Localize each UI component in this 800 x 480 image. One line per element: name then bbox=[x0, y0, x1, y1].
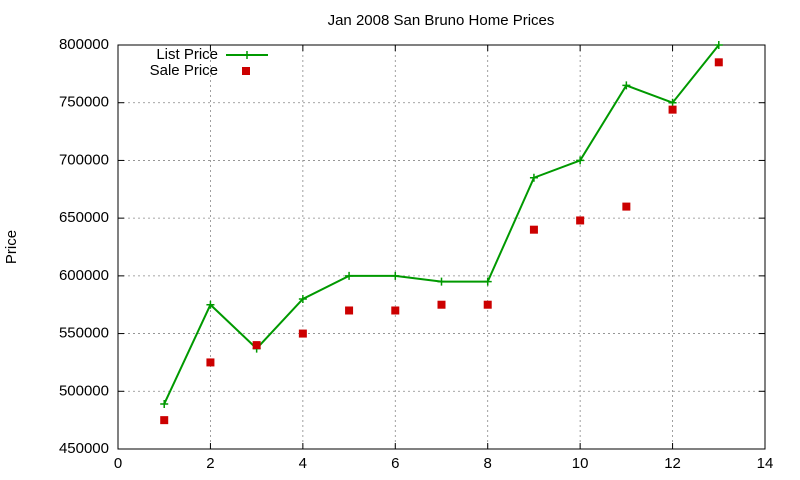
y-tick-label: 600000 bbox=[59, 267, 109, 284]
x-tick-label: 4 bbox=[299, 455, 307, 472]
point bbox=[206, 358, 215, 367]
point bbox=[391, 306, 400, 315]
point bbox=[160, 416, 169, 425]
legend-key bbox=[243, 51, 251, 59]
x-tick-label: 14 bbox=[757, 455, 774, 472]
point bbox=[668, 105, 677, 114]
point bbox=[298, 329, 307, 338]
point bbox=[483, 277, 492, 286]
point bbox=[622, 202, 631, 211]
point bbox=[714, 58, 723, 67]
legend-key bbox=[242, 67, 250, 75]
point bbox=[668, 98, 677, 107]
point bbox=[714, 41, 723, 49]
y-axis-label: Price bbox=[3, 230, 20, 264]
point bbox=[298, 294, 307, 303]
legend-label: List Price bbox=[156, 46, 218, 63]
y-tick-label: 450000 bbox=[59, 440, 109, 457]
x-tick-label: 0 bbox=[114, 455, 122, 472]
y-tick-label: 700000 bbox=[59, 151, 109, 168]
point bbox=[529, 225, 538, 234]
point bbox=[576, 216, 585, 225]
plot-frame bbox=[117, 44, 766, 450]
y-tick-label: 750000 bbox=[59, 94, 109, 111]
legend-label: Sale Price bbox=[150, 62, 218, 79]
x-tick-label: 12 bbox=[664, 455, 681, 472]
chart-title: Jan 2008 San Bruno Home Prices bbox=[328, 12, 555, 29]
y-tick-label: 500000 bbox=[59, 382, 109, 399]
x-tick-label: 6 bbox=[391, 455, 399, 472]
point bbox=[437, 300, 446, 309]
point bbox=[345, 306, 354, 315]
y-tick-label: 800000 bbox=[59, 36, 109, 53]
point bbox=[345, 271, 354, 280]
point bbox=[160, 399, 169, 408]
y-tick-label: 550000 bbox=[59, 325, 109, 342]
series-line bbox=[163, 44, 720, 405]
point bbox=[622, 81, 631, 90]
point bbox=[529, 173, 538, 182]
x-tick-label: 8 bbox=[484, 455, 492, 472]
point bbox=[391, 271, 400, 280]
point bbox=[437, 277, 446, 286]
x-tick-label: 2 bbox=[206, 455, 214, 472]
point bbox=[252, 341, 261, 350]
point bbox=[206, 300, 215, 309]
point bbox=[576, 156, 585, 165]
x-tick-label: 10 bbox=[572, 455, 589, 472]
y-tick-label: 650000 bbox=[59, 209, 109, 226]
point bbox=[483, 300, 492, 309]
